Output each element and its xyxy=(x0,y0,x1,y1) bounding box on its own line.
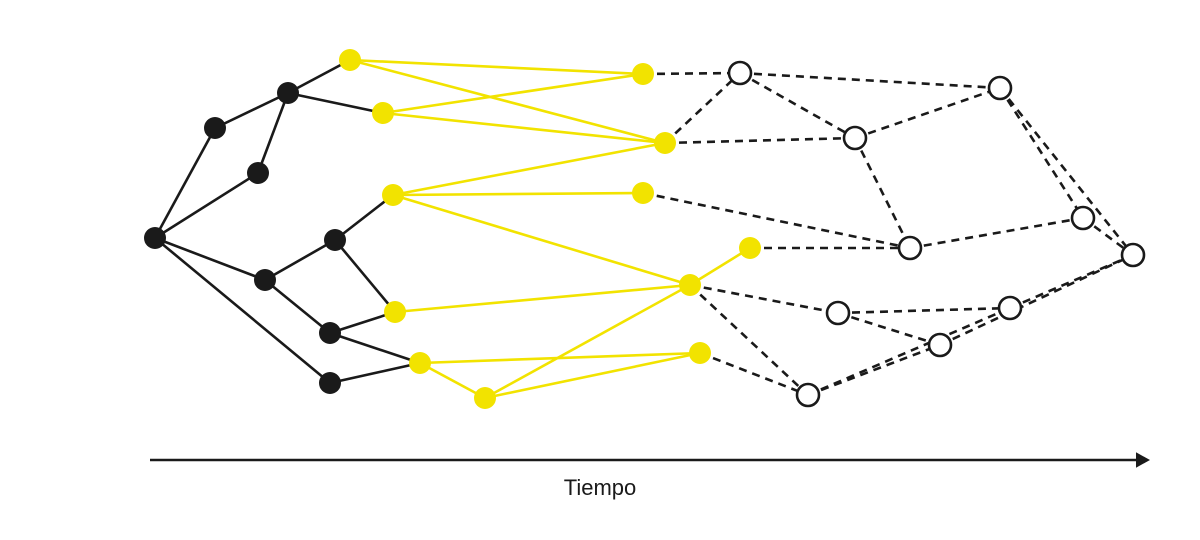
node xyxy=(319,372,341,394)
edge xyxy=(155,173,258,238)
node xyxy=(1072,207,1094,229)
edge xyxy=(393,143,665,195)
node xyxy=(632,63,654,85)
node xyxy=(144,227,166,249)
edge xyxy=(155,238,265,280)
edge xyxy=(643,193,910,248)
node xyxy=(204,117,226,139)
edge xyxy=(288,93,383,113)
edge xyxy=(335,195,393,240)
node xyxy=(729,62,751,84)
node xyxy=(797,384,819,406)
edge xyxy=(665,73,740,143)
edge xyxy=(1010,255,1133,308)
edge xyxy=(1000,88,1083,218)
edge xyxy=(265,240,335,280)
node xyxy=(827,302,849,324)
edge xyxy=(330,363,420,383)
node xyxy=(474,387,496,409)
edge xyxy=(855,138,910,248)
time-axis: Tiempo xyxy=(150,452,1150,500)
edge xyxy=(1000,88,1133,255)
edge xyxy=(265,280,330,333)
node xyxy=(409,352,431,374)
node xyxy=(739,237,761,259)
edge xyxy=(740,73,855,138)
node xyxy=(372,102,394,124)
edge xyxy=(393,195,690,285)
node xyxy=(989,77,1011,99)
node xyxy=(632,182,654,204)
time-network-diagram: Tiempo xyxy=(0,0,1200,540)
edge xyxy=(838,313,940,345)
edge xyxy=(420,363,485,398)
time-axis-arrowhead xyxy=(1136,452,1150,467)
node xyxy=(384,301,406,323)
edge xyxy=(393,193,643,195)
edge xyxy=(643,73,740,74)
edges-layer xyxy=(155,60,1133,398)
edge xyxy=(740,73,1000,88)
node xyxy=(324,229,346,251)
edge xyxy=(330,333,420,363)
node xyxy=(999,297,1021,319)
edge xyxy=(690,285,808,395)
node xyxy=(654,132,676,154)
node xyxy=(254,269,276,291)
node xyxy=(844,127,866,149)
node xyxy=(1122,244,1144,266)
time-axis-label: Tiempo xyxy=(564,475,637,500)
node xyxy=(247,162,269,184)
edge xyxy=(383,113,665,143)
edge xyxy=(690,285,838,313)
node xyxy=(689,342,711,364)
node xyxy=(929,334,951,356)
edge xyxy=(838,308,1010,313)
edge xyxy=(155,128,215,238)
edge xyxy=(700,353,808,395)
node xyxy=(319,322,341,344)
node xyxy=(277,82,299,104)
edge xyxy=(665,138,855,143)
node xyxy=(679,274,701,296)
node xyxy=(339,49,361,71)
edge xyxy=(910,218,1083,248)
node xyxy=(899,237,921,259)
node xyxy=(382,184,404,206)
edge xyxy=(855,88,1000,138)
edge xyxy=(335,240,395,312)
